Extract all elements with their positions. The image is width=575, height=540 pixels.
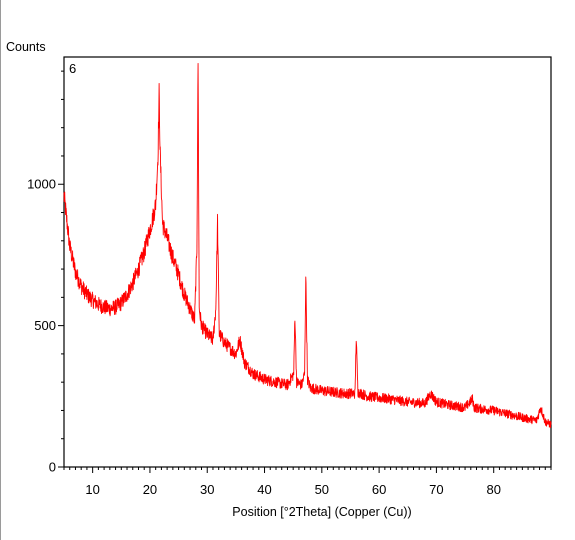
x-tick-label: 80 [486, 482, 500, 497]
series-line-0 [63, 62, 552, 429]
x-tick-label: 20 [143, 482, 157, 497]
window-left-edge [0, 0, 1, 540]
x-tick-label: 70 [429, 482, 443, 497]
y-tick-label: 500 [34, 318, 56, 333]
y-axis-label: Counts [6, 40, 46, 54]
x-axis: 10 20 30 40 50 60 70 80 [63, 467, 552, 497]
y-axis: 0 500 1000 [27, 70, 64, 475]
y-tick-label: 1000 [27, 177, 56, 192]
series-layer [63, 62, 552, 429]
panel-label: 6 [69, 61, 76, 76]
x-tick-label: 30 [200, 482, 214, 497]
x-tick-label: 40 [257, 482, 271, 497]
y-tick-label: 0 [49, 460, 56, 475]
plot-frame [63, 56, 552, 468]
x-tick-label: 60 [372, 482, 386, 497]
x-tick-label: 10 [85, 482, 99, 497]
x-axis-label: Position [°2Theta] (Copper (Cu)) [232, 505, 411, 519]
x-tick-label: 50 [315, 482, 329, 497]
